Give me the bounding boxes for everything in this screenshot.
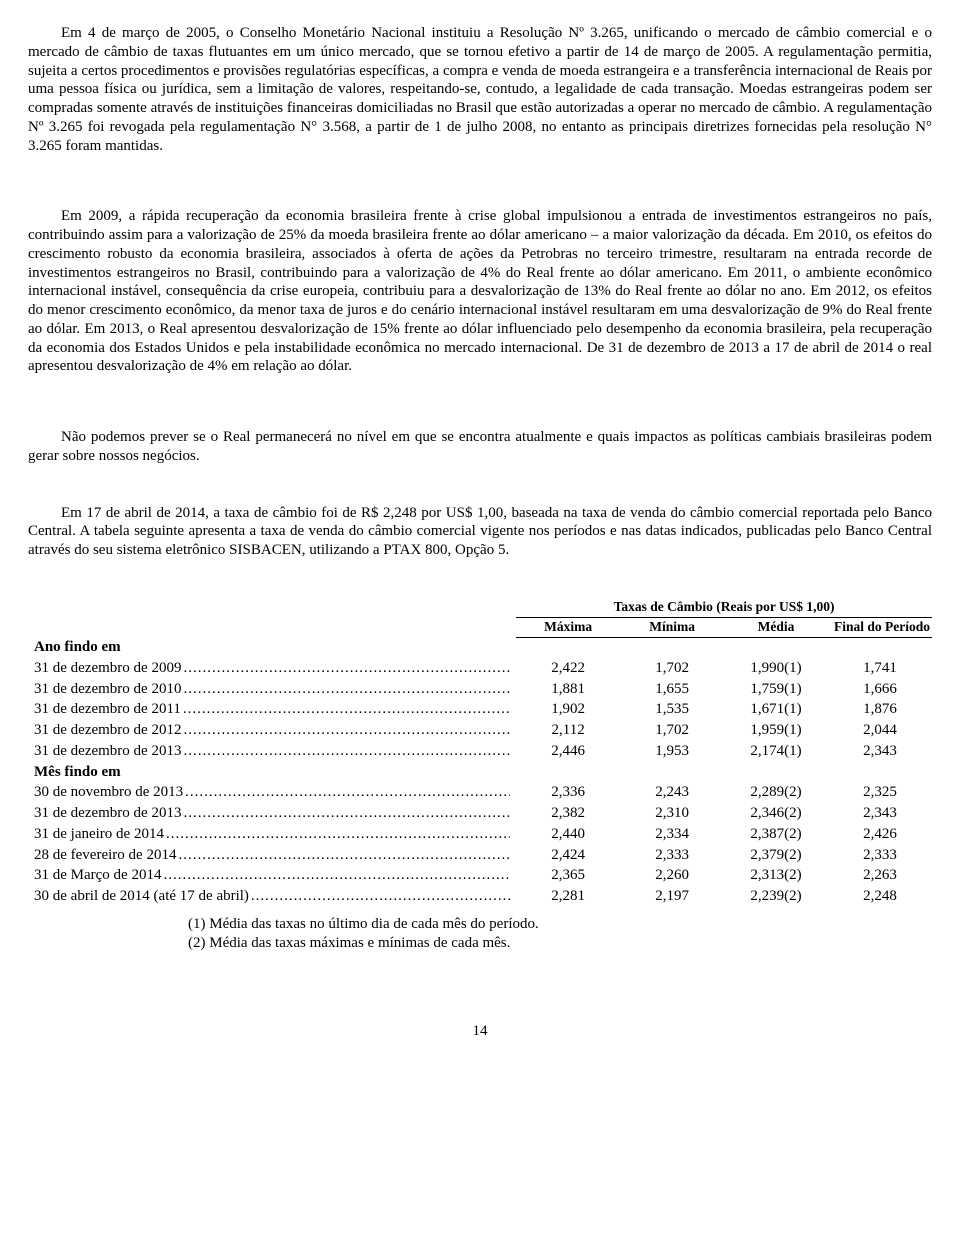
table-row: 31 de dezembro de 20111,9021,5351,671(1)…: [28, 699, 932, 720]
table-row: 31 de Março de 20142,3652,2602,313(2)2,2…: [28, 865, 932, 886]
table-section-year: Ano findo em: [28, 637, 932, 658]
spacer: [28, 574, 932, 598]
cell-min: 1,535: [620, 699, 724, 720]
paragraph-4: Em 17 de abril de 2014, a taxa de câmbio…: [28, 504, 932, 560]
cell-max: 1,902: [516, 699, 620, 720]
cell-max: 2,336: [516, 782, 620, 803]
table-row: 31 de dezembro de 20132,3822,3102,346(2)…: [28, 803, 932, 824]
cell-max: 2,424: [516, 845, 620, 866]
table-row: 30 de abril de 2014 (até 17 de abril)2,2…: [28, 886, 932, 907]
cell-avg: 2,387(2): [724, 824, 828, 845]
row-label: 31 de dezembro de 2012: [28, 720, 516, 741]
cell-end: 1,666: [828, 679, 932, 700]
cell-end: 1,876: [828, 699, 932, 720]
cell-max: 2,382: [516, 803, 620, 824]
col-header-end: Final do Período: [828, 617, 932, 637]
cell-end: 2,325: [828, 782, 932, 803]
row-label: 31 de dezembro de 2010: [28, 679, 516, 700]
footnote-2: (2) Média das taxas máximas e mínimas de…: [188, 934, 932, 953]
table-row: 28 de fevereiro de 20142,4242,3332,379(2…: [28, 845, 932, 866]
cell-avg: 1,759(1): [724, 679, 828, 700]
cell-min: 2,310: [620, 803, 724, 824]
cell-min: 1,655: [620, 679, 724, 700]
table-section-month: Mês findo em: [28, 762, 932, 783]
table-row: 31 de dezembro de 20092,4221,7021,990(1)…: [28, 658, 932, 679]
section-label-year: Ano findo em: [28, 637, 516, 658]
col-header-max: Máxima: [516, 617, 620, 637]
row-label: 28 de fevereiro de 2014: [28, 845, 516, 866]
paragraph-3: Não podemos prever se o Real permanecerá…: [28, 428, 932, 466]
cell-min: 2,197: [620, 886, 724, 907]
row-label: 31 de dezembro de 2013: [28, 803, 516, 824]
cell-max: 2,365: [516, 865, 620, 886]
spacer: [28, 169, 932, 207]
row-label: 31 de Março de 2014: [28, 865, 516, 886]
exchange-rate-table: Taxas de Câmbio (Reais por US$ 1,00) Máx…: [28, 598, 932, 907]
table-row: 31 de dezembro de 20122,1121,7021,959(1)…: [28, 720, 932, 741]
table-row: 31 de dezembro de 20101,8811,6551,759(1)…: [28, 679, 932, 700]
cell-min: 2,243: [620, 782, 724, 803]
cell-avg: 2,346(2): [724, 803, 828, 824]
footnote-1: (1) Média das taxas no último dia de cad…: [188, 915, 932, 934]
col-header-avg: Média: [724, 617, 828, 637]
table-row: 31 de dezembro de 20132,4461,9532,174(1)…: [28, 741, 932, 762]
row-label: 31 de dezembro de 2011: [28, 699, 516, 720]
cell-max: 2,112: [516, 720, 620, 741]
cell-min: 2,334: [620, 824, 724, 845]
cell-avg: 2,313(2): [724, 865, 828, 886]
cell-min: 1,953: [620, 741, 724, 762]
cell-max: 2,446: [516, 741, 620, 762]
cell-min: 1,702: [620, 720, 724, 741]
col-header-min: Mínima: [620, 617, 724, 637]
row-label: 31 de dezembro de 2009: [28, 658, 516, 679]
cell-avg: 1,959(1): [724, 720, 828, 741]
cell-avg: 2,289(2): [724, 782, 828, 803]
cell-avg: 1,990(1): [724, 658, 828, 679]
page-number: 14: [28, 1022, 932, 1041]
cell-avg: 2,379(2): [724, 845, 828, 866]
row-label: 31 de janeiro de 2014: [28, 824, 516, 845]
row-label: 30 de novembro de 2013: [28, 782, 516, 803]
cell-max: 2,281: [516, 886, 620, 907]
cell-min: 1,702: [620, 658, 724, 679]
footnotes: (1) Média das taxas no último dia de cad…: [188, 915, 932, 953]
table-super-header: Taxas de Câmbio (Reais por US$ 1,00): [516, 598, 932, 617]
cell-end: 2,343: [828, 803, 932, 824]
cell-end: 2,248: [828, 886, 932, 907]
row-label: 30 de abril de 2014 (até 17 de abril): [28, 886, 516, 907]
paragraph-2: Em 2009, a rápida recuperação da economi…: [28, 207, 932, 376]
table-row: 30 de novembro de 20132,3362,2432,289(2)…: [28, 782, 932, 803]
spacer: [28, 390, 932, 428]
section-label-month: Mês findo em: [28, 762, 516, 783]
cell-end: 2,263: [828, 865, 932, 886]
spacer: [28, 480, 932, 504]
cell-max: 2,440: [516, 824, 620, 845]
cell-max: 1,881: [516, 679, 620, 700]
paragraph-1: Em 4 de março de 2005, o Conselho Monetá…: [28, 24, 932, 155]
cell-avg: 2,174(1): [724, 741, 828, 762]
cell-end: 2,426: [828, 824, 932, 845]
cell-avg: 2,239(2): [724, 886, 828, 907]
table-super-header-row: Taxas de Câmbio (Reais por US$ 1,00): [28, 598, 932, 617]
row-label: 31 de dezembro de 2013: [28, 741, 516, 762]
cell-end: 2,333: [828, 845, 932, 866]
table-row: 31 de janeiro de 20142,4402,3342,387(2)2…: [28, 824, 932, 845]
cell-end: 1,741: [828, 658, 932, 679]
cell-avg: 1,671(1): [724, 699, 828, 720]
cell-end: 2,044: [828, 720, 932, 741]
cell-end: 2,343: [828, 741, 932, 762]
cell-min: 2,260: [620, 865, 724, 886]
table-header-row: Máxima Mínima Média Final do Período: [28, 617, 932, 637]
cell-max: 2,422: [516, 658, 620, 679]
cell-min: 2,333: [620, 845, 724, 866]
